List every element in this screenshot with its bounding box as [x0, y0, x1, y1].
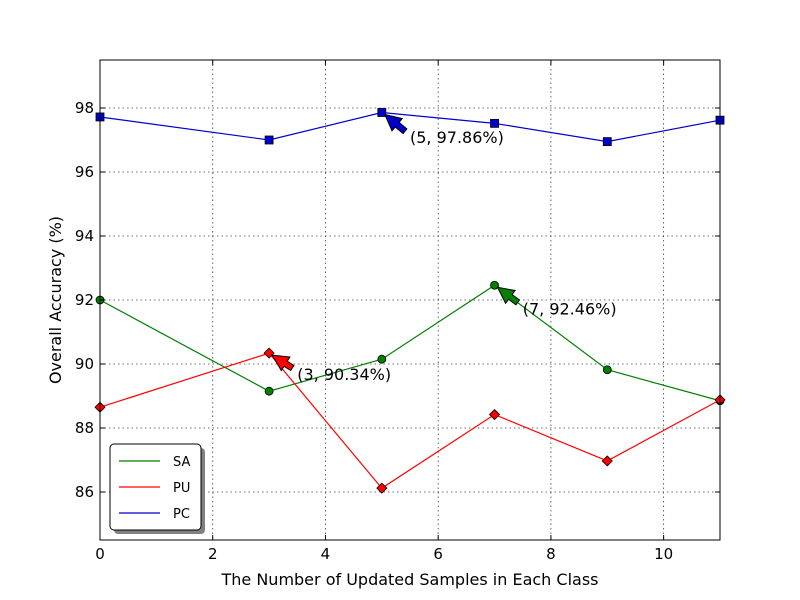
- annotation-arrow: [383, 113, 408, 135]
- grid: [100, 60, 720, 540]
- annotation-label: (5, 97.86%): [410, 128, 504, 147]
- data-point-pu: [488, 408, 501, 421]
- legend: SA PU PC: [109, 443, 205, 534]
- y-tick-label: 94: [75, 227, 94, 245]
- data-point-pc: [490, 118, 499, 128]
- data-point-pu: [601, 455, 613, 467]
- series-line-sa: [100, 284, 720, 402]
- annotation: (7, 92.46%): [496, 286, 617, 318]
- data-point-sa: [490, 280, 499, 290]
- data-point-sa: [264, 386, 274, 396]
- x-tick-label: 8: [546, 545, 556, 563]
- x-tick-label: 6: [433, 545, 443, 563]
- data-point-sa: [602, 365, 612, 375]
- y-tick-label: 88: [75, 419, 94, 437]
- annotation-arrow: [271, 354, 295, 372]
- axis-ticks: 0 2 4 6 8 10 86 88 90 92 94 96 98: [75, 60, 720, 563]
- annotation: (3, 90.34%): [271, 354, 391, 384]
- y-tick-label: 86: [75, 483, 94, 501]
- legend-label: PU: [173, 481, 190, 496]
- x-tick-label: 4: [321, 545, 331, 563]
- series-layer: [94, 108, 726, 494]
- x-tick-label: 0: [95, 545, 105, 563]
- annotation-label: (7, 92.46%): [523, 299, 617, 318]
- series-line-pu: [100, 352, 720, 489]
- x-axis-label: The Number of Updated Samples in Each Cl…: [220, 570, 598, 589]
- data-point-pc: [602, 137, 612, 147]
- series-line-pc: [100, 111, 720, 143]
- data-point-pc: [264, 135, 274, 145]
- x-tick-label: 2: [208, 545, 218, 563]
- annotation-arrow: [496, 286, 521, 306]
- data-point-pc: [377, 108, 387, 117]
- legend-item-pu: PU: [119, 481, 190, 496]
- x-tick-label: 10: [654, 545, 673, 563]
- series-pu: [94, 347, 726, 494]
- legend-item-pc: PC: [119, 507, 190, 522]
- y-tick-label: 90: [75, 355, 94, 373]
- annotation: (5, 97.86%): [383, 113, 504, 147]
- annotation-label: (3, 90.34%): [297, 365, 391, 384]
- legend-label: SA: [173, 455, 190, 470]
- legend-item-sa: SA: [119, 455, 190, 470]
- y-tick-label: 92: [75, 291, 94, 309]
- y-tick-label: 96: [75, 163, 94, 181]
- y-tick-label: 98: [75, 99, 94, 117]
- data-point-pu: [263, 347, 275, 359]
- legend-label: PC: [173, 507, 190, 522]
- data-point-sa: [377, 354, 387, 364]
- y-axis-label: Overall Accuracy (%): [46, 216, 65, 384]
- annotations: (5, 97.86%) (7, 92.46%) (3, 90.34%): [271, 113, 617, 384]
- data-point-pu: [376, 482, 388, 494]
